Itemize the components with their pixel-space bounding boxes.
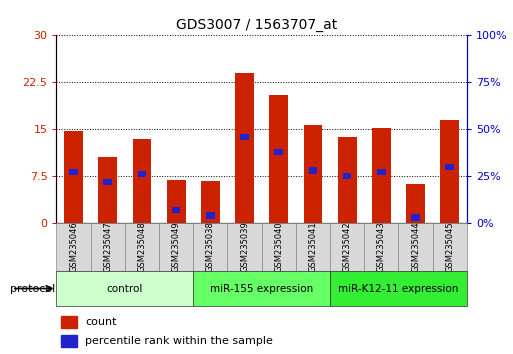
Bar bbox=[98, 157, 117, 223]
FancyBboxPatch shape bbox=[432, 223, 467, 271]
Text: percentile rank within the sample: percentile rank within the sample bbox=[85, 336, 273, 346]
Bar bbox=[372, 128, 391, 223]
Text: GSM235048: GSM235048 bbox=[137, 222, 146, 272]
FancyBboxPatch shape bbox=[364, 223, 399, 271]
Bar bbox=[235, 73, 254, 223]
Bar bbox=[338, 137, 357, 223]
FancyBboxPatch shape bbox=[125, 223, 159, 271]
Bar bbox=[411, 214, 420, 221]
FancyBboxPatch shape bbox=[193, 223, 227, 271]
Text: GSM235040: GSM235040 bbox=[274, 222, 283, 272]
Bar bbox=[377, 169, 386, 176]
Text: GSM235047: GSM235047 bbox=[103, 222, 112, 272]
Text: GSM235049: GSM235049 bbox=[172, 222, 181, 272]
Text: miR-155 expression: miR-155 expression bbox=[210, 284, 313, 293]
Bar bbox=[104, 179, 112, 185]
Bar bbox=[274, 149, 283, 155]
Text: GSM235043: GSM235043 bbox=[377, 222, 386, 272]
Text: GSM235045: GSM235045 bbox=[445, 222, 454, 272]
Text: GSM235046: GSM235046 bbox=[69, 222, 78, 272]
FancyBboxPatch shape bbox=[262, 223, 296, 271]
FancyBboxPatch shape bbox=[330, 271, 467, 306]
FancyBboxPatch shape bbox=[227, 223, 262, 271]
Bar bbox=[445, 164, 454, 170]
Bar bbox=[64, 131, 83, 223]
FancyBboxPatch shape bbox=[296, 223, 330, 271]
Text: count: count bbox=[85, 317, 116, 327]
Bar bbox=[61, 335, 77, 347]
Text: GSM235041: GSM235041 bbox=[308, 222, 318, 272]
FancyBboxPatch shape bbox=[399, 223, 432, 271]
FancyBboxPatch shape bbox=[330, 223, 364, 271]
Bar bbox=[406, 184, 425, 223]
FancyBboxPatch shape bbox=[56, 223, 91, 271]
Bar bbox=[304, 125, 322, 223]
Bar bbox=[172, 207, 181, 213]
FancyBboxPatch shape bbox=[91, 223, 125, 271]
Text: miR-K12-11 expression: miR-K12-11 expression bbox=[338, 284, 459, 293]
FancyBboxPatch shape bbox=[56, 271, 193, 306]
Bar bbox=[440, 120, 459, 223]
Bar bbox=[201, 181, 220, 223]
Bar bbox=[61, 316, 77, 328]
Text: protocol: protocol bbox=[10, 284, 55, 293]
Bar bbox=[167, 181, 186, 223]
Bar bbox=[137, 171, 146, 177]
FancyBboxPatch shape bbox=[193, 271, 330, 306]
Bar bbox=[206, 212, 214, 219]
FancyBboxPatch shape bbox=[159, 223, 193, 271]
Text: GSM235042: GSM235042 bbox=[343, 222, 351, 272]
Bar bbox=[309, 167, 317, 173]
Text: GDS3007 / 1563707_at: GDS3007 / 1563707_at bbox=[176, 18, 337, 32]
Text: GSM235038: GSM235038 bbox=[206, 222, 215, 272]
Bar bbox=[343, 173, 351, 179]
Text: control: control bbox=[107, 284, 143, 293]
Bar bbox=[269, 95, 288, 223]
Text: GSM235039: GSM235039 bbox=[240, 222, 249, 272]
Text: GSM235044: GSM235044 bbox=[411, 222, 420, 272]
Bar bbox=[69, 169, 78, 176]
Bar bbox=[132, 139, 151, 223]
Bar bbox=[240, 133, 249, 140]
